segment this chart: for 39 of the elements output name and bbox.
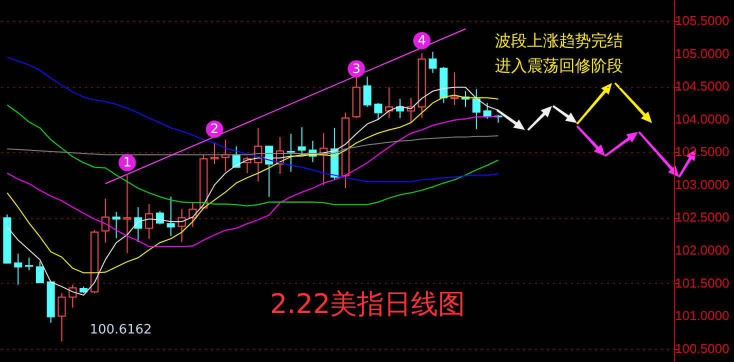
- candlestick: [363, 76, 372, 108]
- candlestick: [101, 198, 110, 244]
- candlestick: [25, 257, 34, 271]
- y-tick-label: 102.5000: [675, 210, 730, 225]
- candlestick: [123, 174, 132, 254]
- y-tick-label: 105.0000: [675, 46, 730, 61]
- candlestick: [210, 142, 219, 164]
- candlestick: [450, 72, 459, 106]
- candlestick: [472, 88, 480, 130]
- y-tick-label: 101.5000: [675, 275, 730, 290]
- candlestick: [428, 51, 437, 74]
- candlestick: [36, 261, 44, 284]
- candlestick: [178, 208, 186, 242]
- text: 2.22美指日线图: [270, 288, 466, 322]
- candlestick: [374, 102, 382, 121]
- annotation: 进入震荡回修阶段: [495, 55, 623, 77]
- candlestick: [286, 133, 295, 172]
- annotation: 100.6162: [90, 322, 152, 338]
- annotation: 4: [418, 34, 426, 49]
- y-tick-label: 105.5000: [675, 12, 730, 28]
- line-series: [6, 104, 499, 206]
- candlestick: [298, 126, 306, 156]
- y-tick-label: 104.0000: [675, 111, 730, 126]
- candlestick: [58, 292, 66, 342]
- y-tick-label: 102.0000: [675, 242, 730, 258]
- y-tick-label: 104.5000: [675, 78, 730, 94]
- annotation: 1: [123, 156, 132, 171]
- candlestick: [14, 253, 22, 286]
- annotation: 3: [352, 62, 361, 77]
- candlestick: [156, 210, 164, 225]
- candlestick: [134, 206, 142, 242]
- candlestick: [112, 211, 120, 239]
- annotation: 波段上涨趋势完结: [495, 30, 623, 52]
- y-tick-label: 100.5000: [675, 340, 730, 356]
- y-tick-label: 101.0000: [675, 308, 730, 324]
- candlestick: [145, 203, 154, 240]
- y-tick-label: 103.0000: [675, 176, 730, 192]
- candlestick: [166, 196, 175, 237]
- annotation: 2: [210, 122, 219, 138]
